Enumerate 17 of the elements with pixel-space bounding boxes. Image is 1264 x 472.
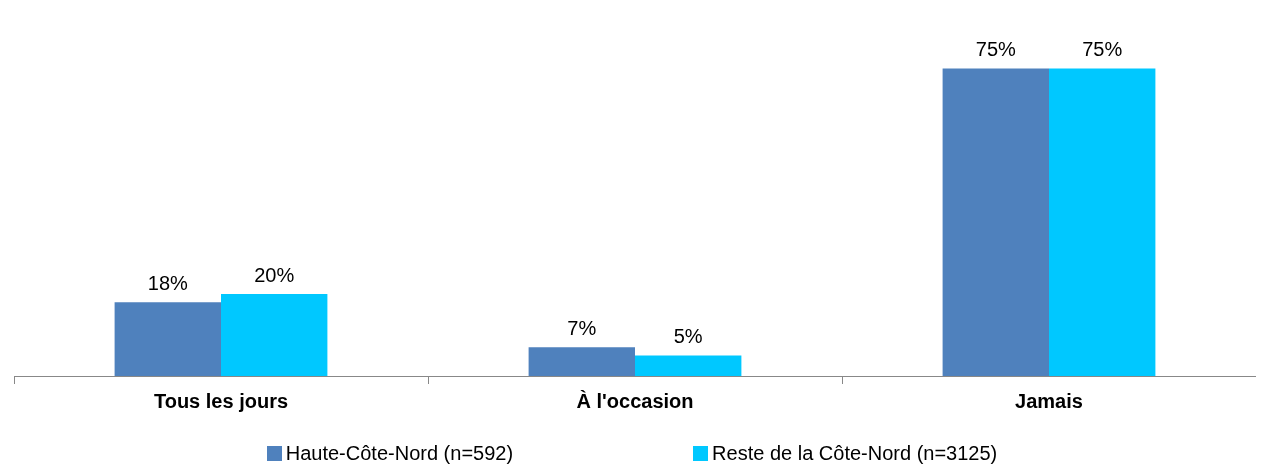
bar (114, 302, 221, 376)
bar (1049, 68, 1156, 376)
x-tick-label: Jamais (1015, 389, 1083, 412)
bar (528, 347, 635, 376)
x-tick-label: À l'occasion (576, 389, 694, 412)
data-label: 75% (1082, 38, 1123, 61)
data-label: 75% (975, 38, 1017, 61)
x-tick-label: Tous les jours (153, 389, 289, 412)
bar (221, 294, 328, 376)
data-label: 20% (254, 263, 295, 286)
legend-label: Haute-Côte-Nord (n=592) (285, 442, 514, 465)
bar (635, 355, 742, 376)
bar (942, 68, 1049, 376)
legend-label: Reste de la Côte-Nord (n=3125) (712, 442, 998, 465)
data-label: 18% (147, 271, 189, 294)
data-label: 5% (673, 325, 703, 348)
data-label: 7% (567, 316, 597, 339)
